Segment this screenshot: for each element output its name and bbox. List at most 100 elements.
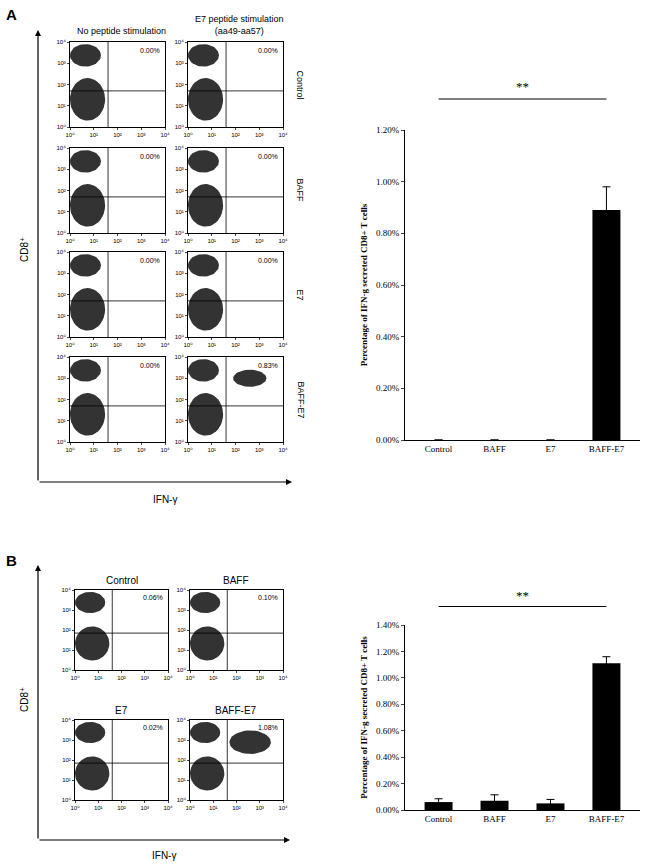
svg-text:10⁰: 10⁰ — [65, 342, 75, 348]
svg-text:10³: 10³ — [62, 737, 71, 743]
svg-text:1.20%: 1.20% — [376, 647, 400, 657]
svg-text:10⁰: 10⁰ — [183, 238, 193, 244]
svg-text:10⁰: 10⁰ — [177, 797, 187, 803]
svg-text:10¹: 10¹ — [177, 777, 186, 783]
svg-text:10³: 10³ — [255, 342, 264, 348]
svg-text:10³: 10³ — [175, 375, 184, 381]
svg-text:10¹: 10¹ — [57, 103, 66, 109]
svg-text:10⁰: 10⁰ — [177, 667, 187, 673]
svg-text:10²: 10² — [113, 447, 122, 453]
svg-text:0.00%: 0.00% — [258, 47, 278, 54]
svg-text:10¹: 10¹ — [175, 313, 184, 319]
svg-text:10³: 10³ — [255, 675, 264, 681]
svg-text:0.20%: 0.20% — [376, 779, 400, 789]
svg-text:10¹: 10¹ — [62, 777, 71, 783]
svg-text:Percentage of IFN-g secreted C: Percentage of IFN-g secreted CD8+ T cell… — [359, 203, 369, 366]
svg-text:BAFF-E7: BAFF-E7 — [215, 705, 257, 716]
svg-text:**: ** — [516, 79, 529, 94]
svg-text:10³: 10³ — [255, 132, 264, 138]
svg-text:E7: E7 — [545, 444, 555, 454]
svg-text:10¹: 10¹ — [209, 675, 218, 681]
svg-text:10¹: 10¹ — [175, 209, 184, 215]
svg-text:0.83%: 0.83% — [258, 362, 278, 369]
svg-text:10⁰: 10⁰ — [65, 238, 75, 244]
svg-text:10³: 10³ — [57, 60, 66, 66]
svg-text:10³: 10³ — [137, 238, 146, 244]
svg-text:10⁰: 10⁰ — [183, 342, 193, 348]
svg-text:10⁰: 10⁰ — [57, 124, 67, 130]
svg-text:10²: 10² — [232, 805, 241, 811]
svg-text:10²: 10² — [113, 132, 122, 138]
svg-text:IFN-γ: IFN-γ — [153, 494, 177, 505]
svg-text:10²: 10² — [232, 675, 241, 681]
svg-text:10¹: 10¹ — [177, 647, 186, 653]
svg-text:B: B — [6, 552, 17, 569]
svg-text:10³: 10³ — [140, 675, 149, 681]
svg-text:10⁰: 10⁰ — [65, 132, 75, 138]
svg-text:10¹: 10¹ — [89, 447, 98, 453]
svg-text:10⁴: 10⁴ — [163, 805, 173, 811]
svg-text:10⁴: 10⁴ — [62, 717, 72, 723]
svg-text:10⁴: 10⁴ — [160, 447, 170, 453]
svg-text:10⁰: 10⁰ — [65, 447, 75, 453]
svg-text:10⁰: 10⁰ — [57, 439, 67, 445]
svg-text:0.60%: 0.60% — [376, 726, 400, 736]
svg-text:Control: Control — [295, 71, 305, 100]
svg-text:10⁰: 10⁰ — [70, 805, 80, 811]
svg-text:10⁰: 10⁰ — [57, 230, 67, 236]
svg-text:10²: 10² — [175, 188, 184, 194]
svg-text:BAFF: BAFF — [483, 444, 506, 454]
svg-text:0.80%: 0.80% — [376, 228, 400, 238]
svg-text:10¹: 10¹ — [62, 647, 71, 653]
svg-text:10²: 10² — [57, 292, 66, 298]
svg-text:10⁰: 10⁰ — [185, 675, 195, 681]
svg-text:10²: 10² — [57, 188, 66, 194]
svg-text:E7 peptide stimulation(aa49-aa: E7 peptide stimulation(aa49-aa57) — [195, 14, 284, 36]
svg-text:1.20%: 1.20% — [376, 125, 400, 135]
svg-text:Control: Control — [106, 575, 138, 586]
svg-text:10¹: 10¹ — [89, 342, 98, 348]
svg-text:10²: 10² — [62, 627, 71, 633]
svg-text:10²: 10² — [57, 82, 66, 88]
svg-text:BAFF: BAFF — [295, 179, 305, 203]
svg-text:BAFF-E7: BAFF-E7 — [589, 444, 625, 454]
svg-text:10⁴: 10⁴ — [278, 342, 288, 348]
svg-text:0.40%: 0.40% — [376, 332, 400, 342]
svg-text:10³: 10³ — [137, 447, 146, 453]
svg-text:10³: 10³ — [140, 805, 149, 811]
svg-text:10¹: 10¹ — [207, 238, 216, 244]
svg-text:10²: 10² — [113, 342, 122, 348]
svg-text:10⁰: 10⁰ — [183, 447, 193, 453]
svg-text:0.00%: 0.00% — [258, 257, 278, 264]
svg-text:0.20%: 0.20% — [376, 383, 400, 393]
svg-text:10⁴: 10⁴ — [175, 354, 185, 360]
svg-text:10¹: 10¹ — [175, 418, 184, 424]
svg-text:1.00%: 1.00% — [376, 177, 400, 187]
svg-text:10²: 10² — [175, 397, 184, 403]
svg-text:10⁴: 10⁴ — [57, 145, 67, 151]
svg-text:10⁰: 10⁰ — [70, 675, 80, 681]
svg-text:0.80%: 0.80% — [376, 699, 400, 709]
svg-text:10¹: 10¹ — [57, 209, 66, 215]
svg-text:10³: 10³ — [255, 447, 264, 453]
svg-text:10³: 10³ — [177, 607, 186, 613]
svg-text:10⁴: 10⁴ — [278, 447, 288, 453]
svg-text:BAFF: BAFF — [483, 814, 506, 824]
svg-text:BAFF-E7: BAFF-E7 — [296, 382, 306, 419]
svg-text:10⁴: 10⁴ — [62, 587, 72, 593]
svg-text:No peptide stimulation: No peptide stimulation — [77, 26, 166, 36]
svg-text:10²: 10² — [117, 675, 126, 681]
svg-text:10³: 10³ — [255, 805, 264, 811]
svg-text:0.00%: 0.00% — [376, 435, 400, 445]
svg-text:10⁰: 10⁰ — [175, 334, 185, 340]
svg-text:10⁴: 10⁴ — [163, 675, 173, 681]
svg-text:BAFF-E7: BAFF-E7 — [589, 814, 625, 824]
svg-text:CD8⁺: CD8⁺ — [19, 237, 30, 262]
svg-text:10⁴: 10⁴ — [57, 249, 67, 255]
svg-text:10⁴: 10⁴ — [57, 39, 67, 45]
svg-text:10⁴: 10⁴ — [175, 249, 185, 255]
svg-text:E7: E7 — [295, 290, 305, 301]
svg-text:10⁰: 10⁰ — [62, 667, 72, 673]
svg-text:10³: 10³ — [177, 737, 186, 743]
svg-text:10¹: 10¹ — [175, 103, 184, 109]
